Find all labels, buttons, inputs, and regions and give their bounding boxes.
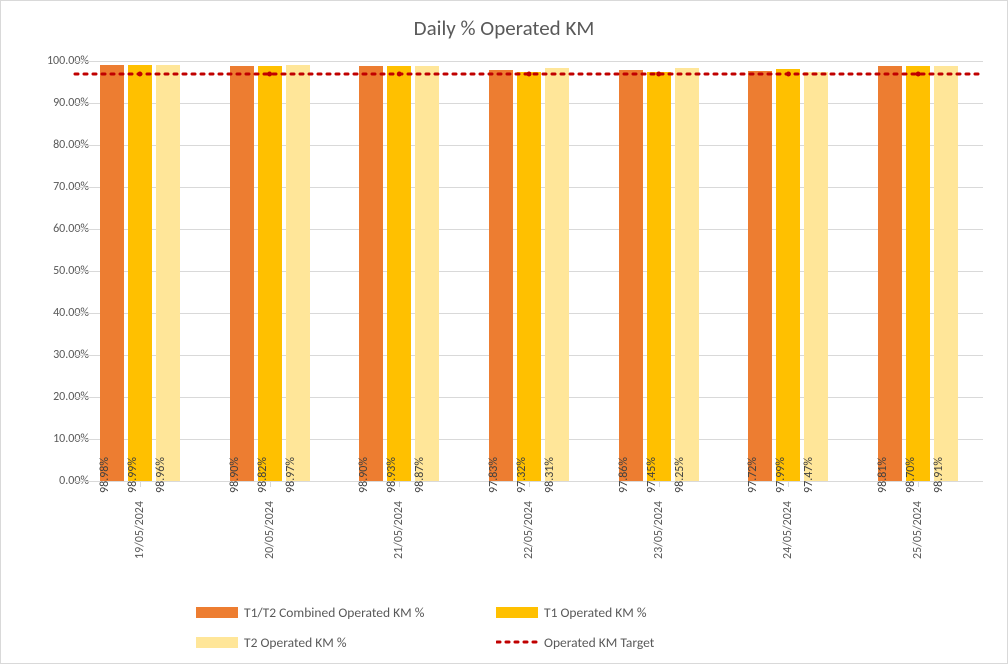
bar: 98.97% (286, 65, 310, 481)
x-tick-mark (659, 481, 660, 487)
legend-swatch-icon (196, 607, 238, 618)
legend-item-t1: T1 Operated KM % (496, 604, 796, 621)
x-tick-label: 23/05/2024 (652, 501, 666, 559)
legend-line-icon (496, 637, 538, 647)
chart-container: Daily % Operated KM 0.00%10.00%20.00%30.… (0, 0, 1008, 664)
x-tick-label: 19/05/2024 (133, 501, 147, 559)
legend-swatch-icon (496, 607, 538, 618)
bar: 98.96% (156, 65, 180, 481)
legend-label: T2 Operated KM % (244, 634, 347, 651)
x-tick-mark (918, 481, 919, 487)
bar: 98.98% (100, 65, 124, 481)
bar: 97.45% (647, 72, 671, 481)
bar: 98.87% (415, 66, 439, 481)
x-tick-label: 24/05/2024 (781, 501, 795, 559)
bar: 98.99% (128, 65, 152, 481)
legend-label: T1 Operated KM % (544, 604, 647, 621)
legend-label: Operated KM Target (544, 634, 654, 651)
chart-title: Daily % Operated KM (1, 1, 1007, 47)
x-tick-mark (270, 481, 271, 487)
legend-item-combined: T1/T2 Combined Operated KM % (196, 604, 496, 621)
bar: 97.72% (748, 71, 772, 481)
x-tick-label: 22/05/2024 (522, 501, 536, 559)
legend-item-t2: T2 Operated KM % (196, 634, 496, 651)
x-tick-label: 25/05/2024 (911, 501, 925, 559)
bar: 98.70% (906, 66, 930, 481)
x-tick-label: 20/05/2024 (263, 501, 277, 559)
x-tick-mark (399, 481, 400, 487)
legend-label: T1/T2 Combined Operated KM % (244, 604, 424, 621)
bar: 98.90% (230, 66, 254, 481)
bar: 98.91% (934, 66, 958, 481)
bar: 97.32% (517, 72, 541, 481)
x-tick-mark (140, 481, 141, 487)
bar: 98.82% (258, 66, 282, 481)
legend: T1/T2 Combined Operated KM % T1 Operated… (196, 597, 836, 657)
bar: 98.25% (675, 68, 699, 481)
legend-item-target: Operated KM Target (496, 634, 796, 651)
bar: 97.47% (804, 72, 828, 481)
plot-area: 98.98%98.99%98.96%98.90%98.82%98.97%98.9… (75, 61, 983, 481)
x-tick-mark (529, 481, 530, 487)
x-tick-label: 21/05/2024 (392, 501, 406, 559)
bar: 97.99% (776, 69, 800, 481)
bar: 98.81% (878, 66, 902, 481)
bar: 98.31% (545, 68, 569, 481)
legend-swatch-icon (196, 637, 238, 648)
x-tick-mark (788, 481, 789, 487)
bar: 97.86% (619, 70, 643, 481)
bar: 97.83% (489, 70, 513, 481)
bar: 98.93% (387, 66, 411, 482)
bar: 98.90% (359, 66, 383, 481)
x-axis: 19/05/2024 20/05/2024 21/05/2024 22/05/2024… (75, 481, 983, 601)
bars-layer: 98.98%98.99%98.96%98.90%98.82%98.97%98.9… (75, 61, 983, 481)
